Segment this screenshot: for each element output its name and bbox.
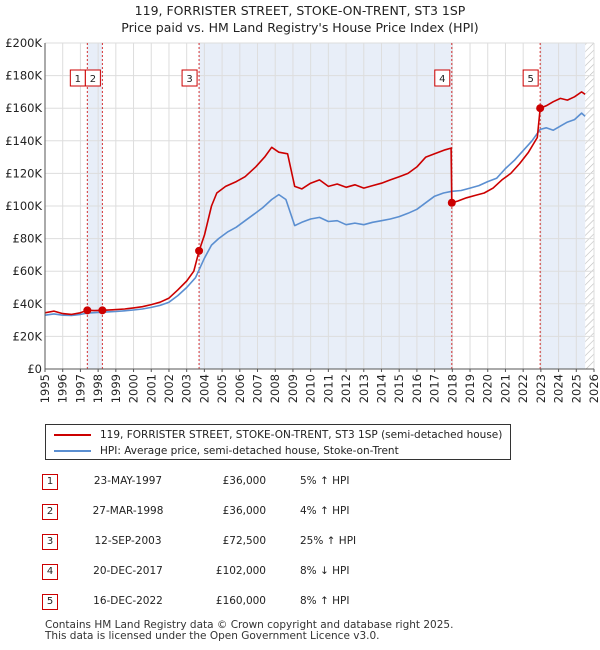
y-tick-label: £200K (5, 36, 42, 50)
x-tick-label: 1996 (56, 374, 70, 403)
sale-badge: 4 (42, 564, 58, 580)
x-tick-label: 2004 (197, 374, 211, 403)
x-tick-label: 2013 (357, 374, 371, 403)
x-tick-label: 1997 (73, 374, 87, 403)
sale-hpi-change: 8% ↑ HPI (300, 595, 350, 607)
y-tick-label: £20K (13, 329, 43, 343)
x-tick-label: 2001 (144, 374, 158, 403)
sale-badge-label: 2 (90, 74, 96, 85)
sale-badge-box (84, 69, 101, 87)
sale-hpi-change: 4% ↑ HPI (300, 505, 350, 517)
legend-swatch-property (54, 434, 91, 436)
x-tick-label: 2025 (569, 374, 583, 403)
table-row: 1 23-MAY-1997 £36,000 5% ↑ HPI (42, 470, 382, 500)
sale-point (536, 104, 545, 113)
chart-title: 119, FORRISTER STREET, STOKE-ON-TRENT, S… (0, 2, 600, 36)
x-tick-label: 2002 (162, 374, 176, 403)
sale-price: £36,000 (222, 475, 266, 487)
sale-badge-label: 1 (75, 74, 81, 85)
legend-item-hpi: HPI: Average price, semi-detached house,… (54, 443, 399, 459)
x-tick-label: 1999 (109, 374, 123, 403)
x-tick-label: 2020 (481, 374, 495, 403)
sale-price: £72,500 (222, 535, 266, 547)
table-row: 3 12-SEP-2003 £72,500 25% ↑ HPI (42, 530, 382, 560)
x-tick-label: 2012 (339, 374, 353, 403)
x-tick-label: 2005 (215, 374, 229, 403)
sale-hpi-change: 25% ↑ HPI (300, 535, 357, 547)
sale-badge-box (434, 69, 451, 87)
footnote: Contains HM Land Registry data © Crown c… (45, 620, 453, 642)
sale-date: 12-SEP-2003 (94, 535, 162, 547)
sale-badge-box (522, 69, 539, 87)
x-tick-label: 2015 (392, 374, 406, 403)
x-tick-label: 2022 (516, 374, 530, 403)
x-tick-label: 2019 (463, 374, 477, 403)
sale-badge: 5 (42, 594, 58, 610)
x-tick-label: 2024 (552, 374, 566, 403)
sale-badge-label: 4 (439, 74, 445, 85)
sale-badge: 3 (42, 534, 58, 550)
x-tick-label: 2006 (233, 374, 247, 403)
x-tick-label: 2017 (428, 374, 442, 403)
sale-hpi-change: 5% ↑ HPI (300, 475, 350, 487)
title-line-1: 119, FORRISTER STREET, STOKE-ON-TRENT, S… (134, 3, 466, 18)
y-tick-label: £180K (5, 69, 42, 83)
sale-price: £102,000 (215, 565, 266, 577)
sale-badge: 2 (42, 504, 58, 520)
sale-point (195, 246, 204, 255)
legend-label-property: 119, FORRISTER STREET, STOKE-ON-TRENT, S… (100, 429, 503, 441)
x-tick-label: 1995 (38, 374, 52, 403)
x-tick-label: 2011 (321, 374, 335, 403)
sale-badge-box (181, 69, 198, 87)
x-tick-label: 2014 (374, 374, 388, 403)
y-tick-label: £0 (27, 362, 42, 376)
sale-date: 27-MAR-1998 (92, 505, 164, 517)
x-tick-label: 2021 (498, 374, 512, 403)
y-tick-label: £140K (5, 134, 42, 148)
y-tick-label: £60K (13, 264, 43, 278)
legend: 119, FORRISTER STREET, STOKE-ON-TRENT, S… (45, 424, 511, 460)
sale-point (98, 306, 107, 315)
sale-date: 20-DEC-2017 (93, 565, 163, 577)
x-tick-label: 2010 (304, 374, 318, 403)
x-tick-label: 2009 (286, 374, 300, 403)
sales-table: 1 23-MAY-1997 £36,000 5% ↑ HPI 2 27-MAR-… (42, 470, 382, 620)
x-tick-label: 2007 (251, 374, 265, 403)
y-tick-label: £40K (13, 297, 43, 311)
property-price-line (44, 91, 586, 316)
sale-badge-label: 3 (186, 74, 192, 85)
sale-point (447, 198, 456, 207)
hpi-line (44, 112, 586, 317)
y-tick-label: £120K (5, 166, 42, 180)
table-row: 2 27-MAR-1998 £36,000 4% ↑ HPI (42, 500, 382, 530)
footnote-line-1: Contains HM Land Registry data © Crown c… (45, 619, 454, 631)
sale-price: £36,000 (222, 505, 266, 517)
x-tick-label: 2026 (587, 374, 600, 403)
sale-hpi-change: 8% ↓ HPI (300, 565, 350, 577)
footnote-line-2: This data is licensed under the Open Gov… (45, 630, 380, 642)
legend-label-hpi: HPI: Average price, semi-detached house,… (100, 445, 399, 457)
x-tick-label: 2003 (180, 374, 194, 403)
sale-badge: 1 (42, 474, 58, 490)
title-line-2: Price paid vs. HM Land Registry's House … (121, 20, 479, 35)
table-row: 4 20-DEC-2017 £102,000 8% ↓ HPI (42, 560, 382, 590)
x-tick-label: 2000 (127, 374, 141, 403)
sale-point (83, 306, 92, 315)
sale-date: 23-MAY-1997 (93, 475, 163, 487)
y-tick-label: £160K (5, 101, 42, 115)
y-tick-label: £100K (5, 199, 42, 213)
sale-price: £160,000 (215, 595, 266, 607)
legend-swatch-hpi (54, 450, 91, 452)
x-tick-label: 1998 (91, 374, 105, 403)
x-tick-label: 2016 (410, 374, 424, 403)
sale-badge-label: 5 (527, 74, 533, 85)
legend-item-property: 119, FORRISTER STREET, STOKE-ON-TRENT, S… (54, 427, 502, 443)
x-tick-label: 2008 (268, 374, 282, 403)
table-row: 5 16-DEC-2022 £160,000 8% ↑ HPI (42, 590, 382, 620)
y-tick-label: £80K (13, 232, 43, 246)
x-tick-label: 2018 (445, 374, 459, 403)
sale-date: 16-DEC-2022 (93, 595, 163, 607)
x-tick-label: 2023 (534, 374, 548, 403)
